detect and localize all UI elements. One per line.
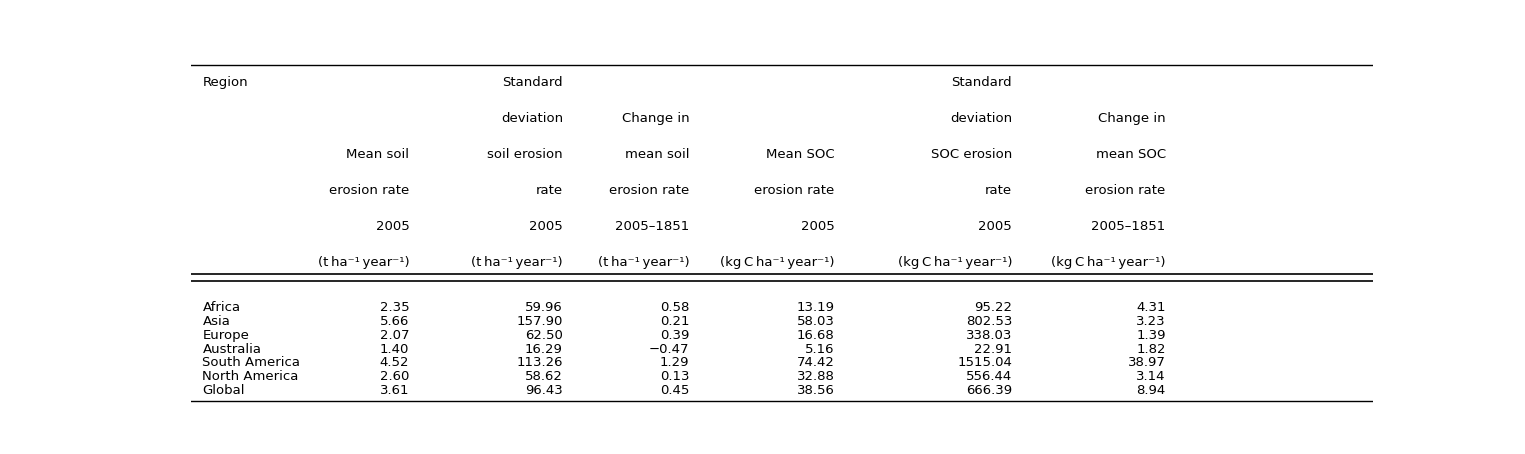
Text: 1.82: 1.82 xyxy=(1136,342,1165,355)
Text: 3.23: 3.23 xyxy=(1136,315,1165,328)
Text: South America: South America xyxy=(203,356,300,369)
Text: 666.39: 666.39 xyxy=(965,384,1013,397)
Text: 16.68: 16.68 xyxy=(798,329,834,342)
Text: erosion rate: erosion rate xyxy=(608,184,689,197)
Text: erosion rate: erosion rate xyxy=(755,184,834,197)
Text: rate: rate xyxy=(535,184,563,197)
Text: (t ha⁻¹ year⁻¹): (t ha⁻¹ year⁻¹) xyxy=(317,256,409,269)
Text: Region: Region xyxy=(203,76,249,89)
Text: 1.40: 1.40 xyxy=(380,342,409,355)
Text: 2.35: 2.35 xyxy=(380,301,409,314)
Text: 556.44: 556.44 xyxy=(965,370,1013,383)
Text: 59.96: 59.96 xyxy=(525,301,563,314)
Text: 2005–1851: 2005–1851 xyxy=(1092,220,1165,233)
Text: 2.60: 2.60 xyxy=(380,370,409,383)
Text: −0.47: −0.47 xyxy=(648,342,689,355)
Text: 0.39: 0.39 xyxy=(660,329,689,342)
Text: (t ha⁻¹ year⁻¹): (t ha⁻¹ year⁻¹) xyxy=(598,256,689,269)
Text: 13.19: 13.19 xyxy=(796,301,834,314)
Text: 2.07: 2.07 xyxy=(380,329,409,342)
Text: 3.61: 3.61 xyxy=(380,384,409,397)
Text: 38.97: 38.97 xyxy=(1128,356,1165,369)
Text: 38.56: 38.56 xyxy=(798,384,834,397)
Text: 802.53: 802.53 xyxy=(965,315,1013,328)
Text: soil erosion: soil erosion xyxy=(488,148,563,161)
Text: deviation: deviation xyxy=(950,112,1013,125)
Text: 95.22: 95.22 xyxy=(974,301,1013,314)
Text: (kg C ha⁻¹ year⁻¹): (kg C ha⁻¹ year⁻¹) xyxy=(898,256,1013,269)
Text: Global: Global xyxy=(203,384,246,397)
Text: 96.43: 96.43 xyxy=(525,384,563,397)
Text: Change in: Change in xyxy=(622,112,689,125)
Text: 1.39: 1.39 xyxy=(1136,329,1165,342)
Text: 0.58: 0.58 xyxy=(660,301,689,314)
Text: 338.03: 338.03 xyxy=(965,329,1013,342)
Text: erosion rate: erosion rate xyxy=(1086,184,1165,197)
Text: SOC erosion: SOC erosion xyxy=(930,148,1013,161)
Text: rate: rate xyxy=(985,184,1013,197)
Text: mean SOC: mean SOC xyxy=(1095,148,1165,161)
Text: Europe: Europe xyxy=(203,329,249,342)
Text: Mean SOC: Mean SOC xyxy=(766,148,834,161)
Text: 58.03: 58.03 xyxy=(798,315,834,328)
Text: (t ha⁻¹ year⁻¹): (t ha⁻¹ year⁻¹) xyxy=(471,256,563,269)
Text: 2005: 2005 xyxy=(978,220,1013,233)
Text: 2005: 2005 xyxy=(529,220,563,233)
Text: 157.90: 157.90 xyxy=(517,315,563,328)
Text: 113.26: 113.26 xyxy=(517,356,563,369)
Text: Africa: Africa xyxy=(203,301,241,314)
Text: Mean soil: Mean soil xyxy=(346,148,409,161)
Text: Standard: Standard xyxy=(502,76,563,89)
Text: 32.88: 32.88 xyxy=(798,370,834,383)
Text: 8.94: 8.94 xyxy=(1136,384,1165,397)
Text: 2005: 2005 xyxy=(801,220,834,233)
Text: 16.29: 16.29 xyxy=(525,342,563,355)
Text: 4.31: 4.31 xyxy=(1136,301,1165,314)
Text: 22.91: 22.91 xyxy=(974,342,1013,355)
Text: 0.21: 0.21 xyxy=(660,315,689,328)
Text: 5.66: 5.66 xyxy=(380,315,409,328)
Text: (kg C ha⁻¹ year⁻¹): (kg C ha⁻¹ year⁻¹) xyxy=(1051,256,1165,269)
Text: mean soil: mean soil xyxy=(625,148,689,161)
Text: 1515.04: 1515.04 xyxy=(958,356,1013,369)
Text: 2005–1851: 2005–1851 xyxy=(615,220,689,233)
Text: 4.52: 4.52 xyxy=(380,356,409,369)
Text: 58.62: 58.62 xyxy=(525,370,563,383)
Text: Asia: Asia xyxy=(203,315,230,328)
Text: (kg C ha⁻¹ year⁻¹): (kg C ha⁻¹ year⁻¹) xyxy=(720,256,834,269)
Text: 0.45: 0.45 xyxy=(660,384,689,397)
Text: erosion rate: erosion rate xyxy=(329,184,409,197)
Text: Standard: Standard xyxy=(952,76,1013,89)
Text: North America: North America xyxy=(203,370,299,383)
Text: 62.50: 62.50 xyxy=(525,329,563,342)
Text: Change in: Change in xyxy=(1098,112,1165,125)
Text: deviation: deviation xyxy=(500,112,563,125)
Text: Australia: Australia xyxy=(203,342,261,355)
Text: 2005: 2005 xyxy=(375,220,409,233)
Text: 1.29: 1.29 xyxy=(660,356,689,369)
Text: 74.42: 74.42 xyxy=(798,356,834,369)
Text: 3.14: 3.14 xyxy=(1136,370,1165,383)
Text: 5.16: 5.16 xyxy=(805,342,834,355)
Text: 0.13: 0.13 xyxy=(660,370,689,383)
